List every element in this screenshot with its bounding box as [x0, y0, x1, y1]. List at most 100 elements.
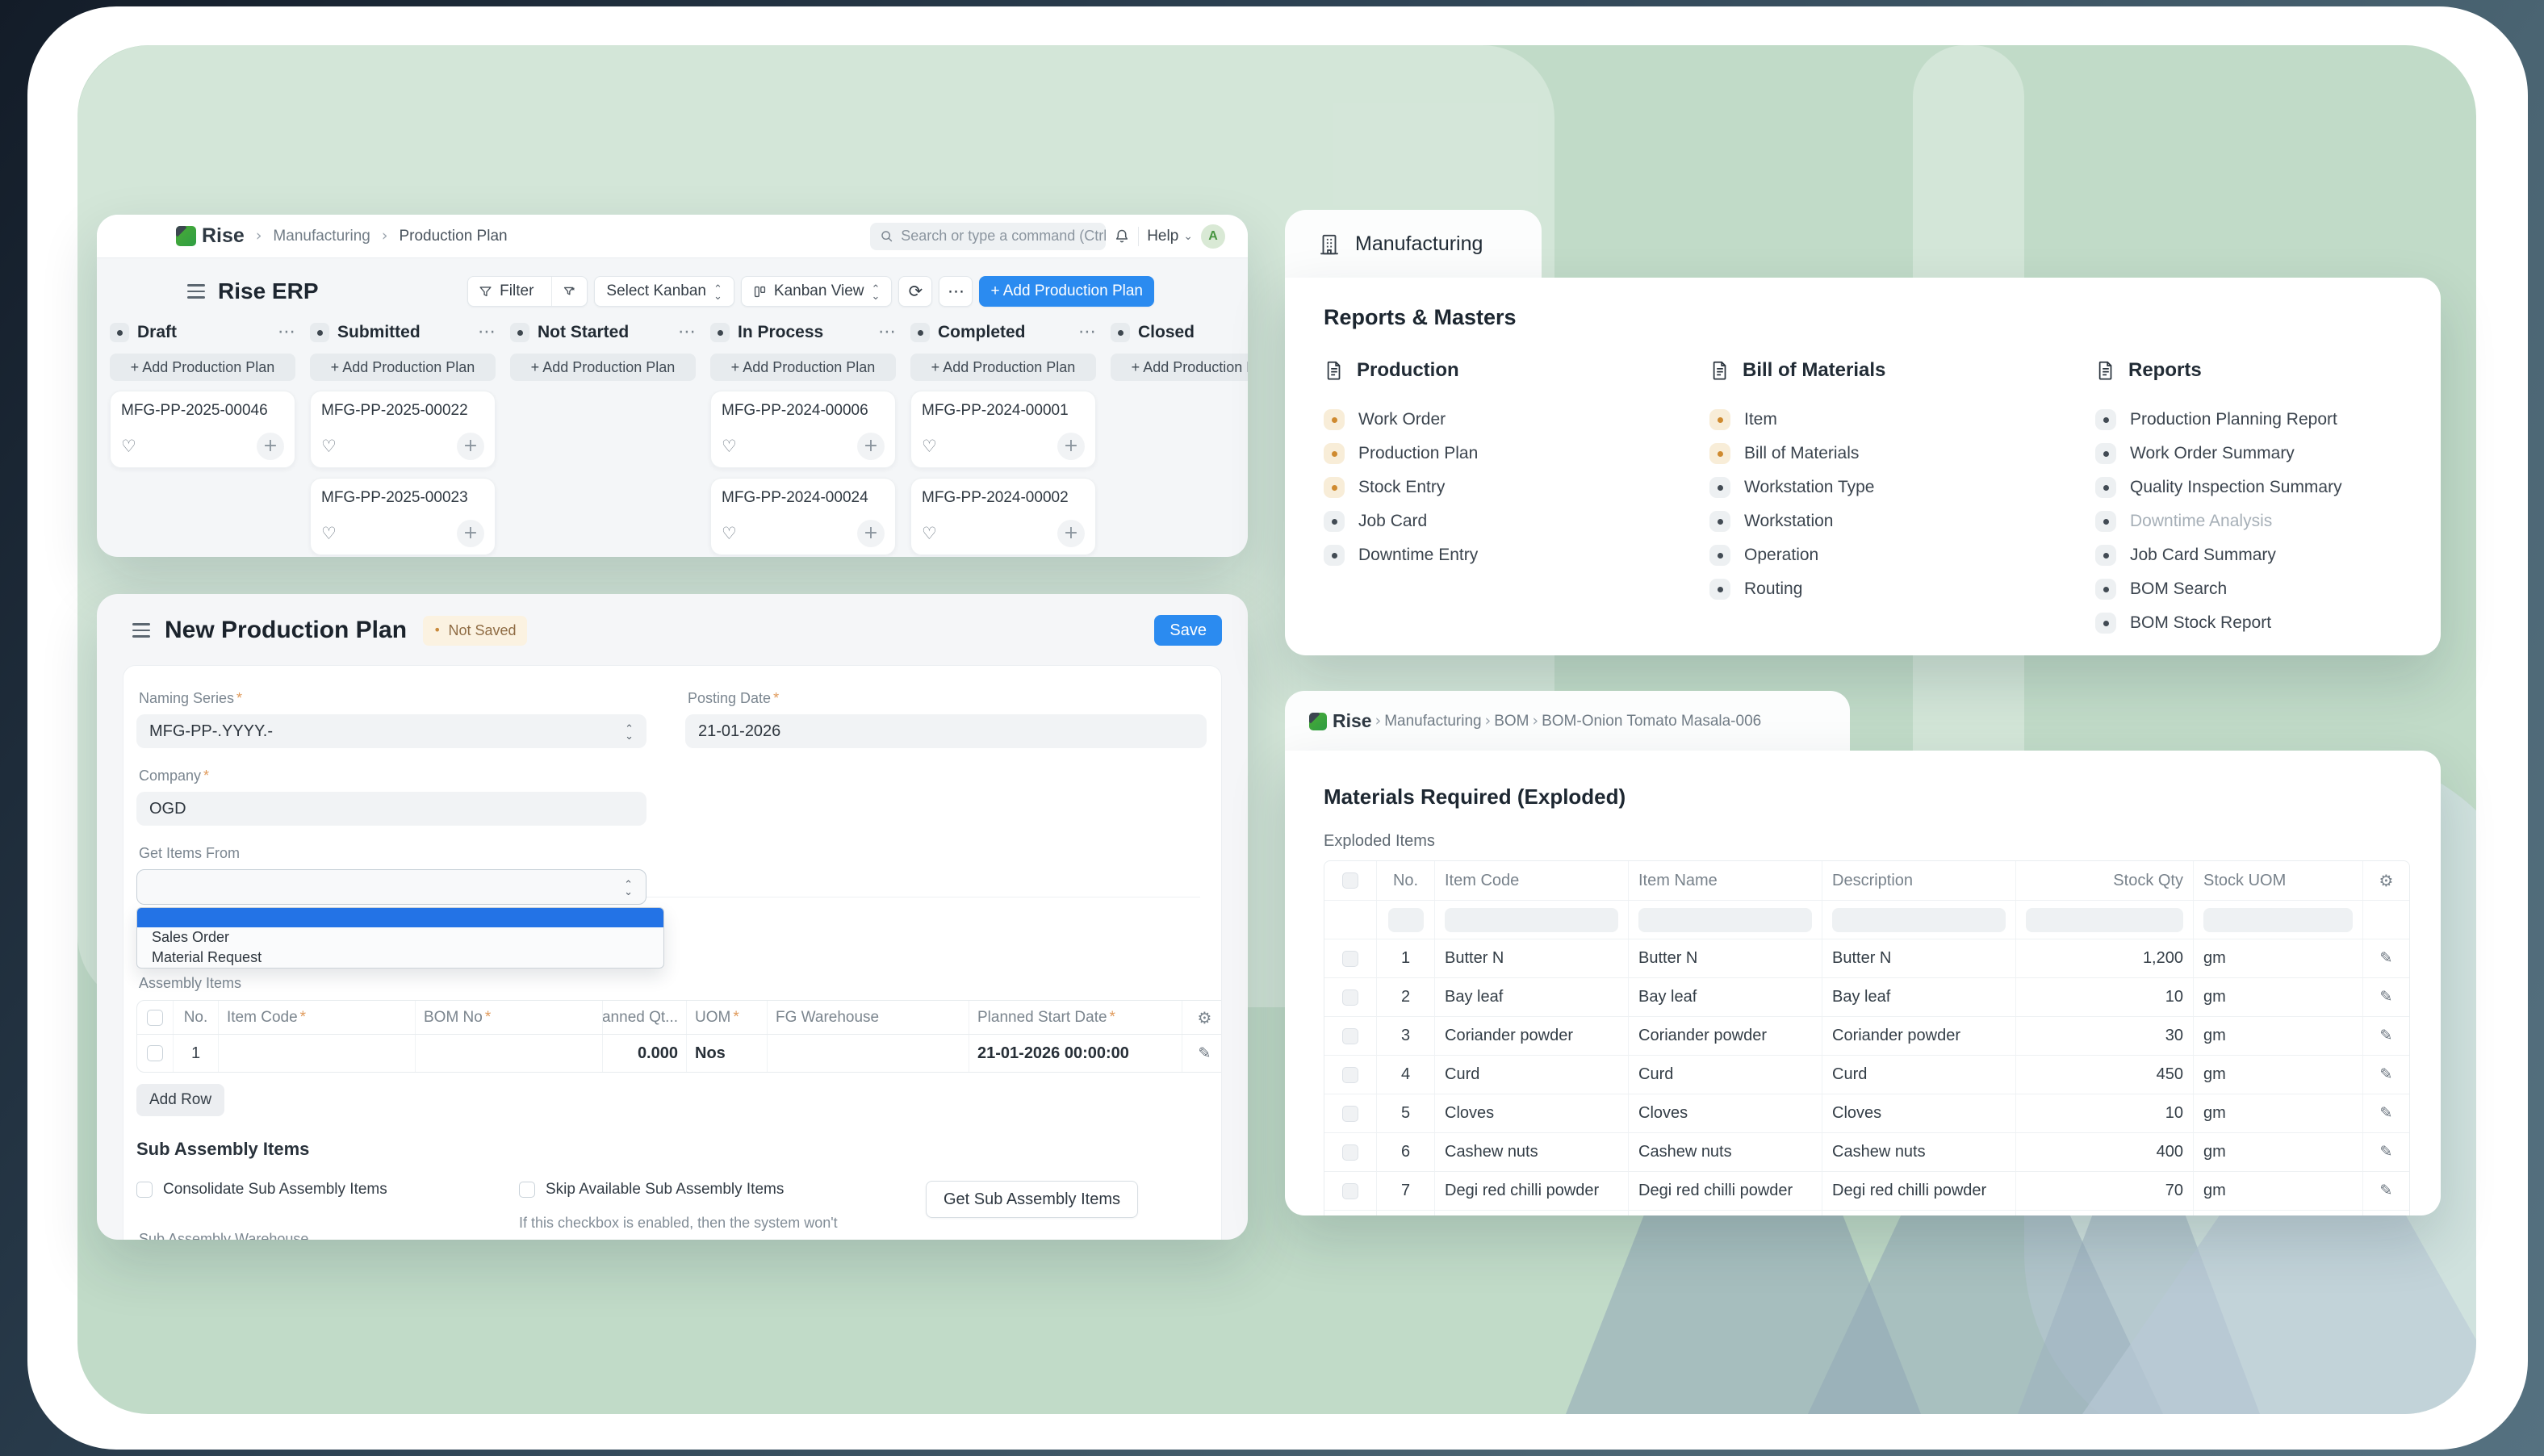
exploded-table-row-partial[interactable]	[1324, 1210, 2409, 1215]
shortcut-item[interactable]: Item	[1709, 403, 2095, 437]
add-row-button[interactable]: Add Row	[136, 1084, 225, 1116]
filter-input[interactable]	[1638, 907, 1812, 932]
exploded-table-row[interactable]: 3 Coriander powder Coriander powder Cori…	[1324, 1016, 2409, 1055]
add-card-button[interactable]: + Add Production Plan	[510, 354, 696, 381]
table-settings-gear-icon[interactable]: ⚙	[2362, 861, 2409, 900]
rise-logo[interactable]: Rise	[176, 224, 245, 248]
edit-row-pencil-icon[interactable]: ✎	[2362, 1017, 2409, 1055]
column-menu-icon[interactable]: ⋯	[678, 322, 696, 342]
fg-warehouse-cell[interactable]	[767, 1035, 969, 1072]
edit-row-pencil-icon[interactable]: ✎	[2362, 1094, 2409, 1132]
kanban-view-dropdown[interactable]: Kanban View ⌃ ⌄	[740, 276, 893, 307]
row-checkbox[interactable]	[1342, 1027, 1358, 1044]
bom-no-cell[interactable]	[415, 1035, 602, 1072]
column-menu-icon[interactable]: ⋯	[1078, 322, 1096, 342]
row-checkbox[interactable]	[147, 1045, 163, 1061]
shortcut-work-order-summary[interactable]: Work Order Summary	[2095, 437, 2481, 471]
menu-icon[interactable]	[132, 623, 150, 638]
save-button[interactable]: Save	[1154, 615, 1222, 646]
shortcut-bom-stock-report[interactable]: BOM Stock Report	[2095, 606, 2481, 640]
row-checkbox[interactable]	[1342, 1182, 1358, 1199]
shortcut-job-card[interactable]: Job Card	[1324, 504, 1709, 538]
posting-date-field[interactable]: 21-01-2026	[685, 714, 1207, 748]
assign-plus-icon[interactable]: +	[1057, 520, 1085, 547]
add-production-plan-button[interactable]: + Add Production Plan	[979, 276, 1154, 307]
assembly-table-row[interactable]: 1 0.000 Nos 21-01-2026 00:00:00 ✎	[137, 1035, 1221, 1072]
kanban-card[interactable]: MFG-PP-2025-00046 ♡ +	[110, 391, 295, 468]
kanban-card[interactable]: MFG-PP-2024-00002 ♡ +	[910, 478, 1096, 555]
dropdown-option-sales-order[interactable]: Sales Order	[152, 929, 230, 945]
row-checkbox[interactable]	[1342, 1105, 1358, 1122]
filter-input[interactable]	[1832, 907, 2006, 932]
shortcut-quality-inspection-summary[interactable]: Quality Inspection Summary	[2095, 471, 2481, 504]
select-kanban-dropdown[interactable]: Select Kanban ⌃ ⌄	[594, 276, 734, 307]
assign-plus-icon[interactable]: +	[457, 433, 484, 460]
filter-input[interactable]	[2026, 907, 2183, 932]
get-sub-assembly-items-button[interactable]: Get Sub Assembly Items	[926, 1181, 1138, 1218]
uom-cell[interactable]: Nos	[686, 1035, 767, 1072]
like-icon[interactable]: ♡	[922, 523, 937, 543]
table-settings-gear-icon[interactable]: ⚙	[1182, 1001, 1221, 1034]
manufacturing-tab[interactable]: Manufacturing	[1285, 210, 1542, 278]
shortcut-workstation[interactable]: Workstation	[1709, 504, 2095, 538]
add-card-button[interactable]: + Add Production Plan	[310, 354, 496, 381]
help-menu[interactable]: Help ⌄	[1147, 227, 1193, 245]
assign-plus-icon[interactable]: +	[857, 520, 885, 547]
exploded-table-row[interactable]: 1 Butter N Butter N Butter N 1,200 gm ✎	[1324, 939, 2409, 977]
edit-row-pencil-icon[interactable]: ✎	[2362, 1133, 2409, 1171]
exploded-table-row[interactable]: 5 Cloves Cloves Cloves 10 gm ✎	[1324, 1094, 2409, 1132]
select-all-checkbox[interactable]	[147, 1009, 163, 1026]
edit-row-pencil-icon[interactable]: ✎	[2362, 939, 2409, 977]
row-checkbox[interactable]	[1342, 1066, 1358, 1083]
like-icon[interactable]: ♡	[722, 523, 737, 543]
shortcut-bill-of-materials[interactable]: Bill of Materials	[1709, 437, 2095, 471]
select-all-checkbox[interactable]	[1342, 872, 1358, 889]
dropdown-option-blank-selected[interactable]	[137, 908, 663, 927]
like-icon[interactable]: ♡	[321, 523, 337, 543]
item-code-cell[interactable]	[218, 1035, 415, 1072]
shortcut-downtime-entry[interactable]: Downtime Entry	[1324, 538, 1709, 572]
company-field[interactable]: OGD	[136, 792, 646, 826]
exploded-table-row[interactable]: 4 Curd Curd Curd 450 gm ✎	[1324, 1055, 2409, 1094]
get-items-from-select[interactable]: ⌃ ⌄	[136, 869, 646, 905]
shortcut-operation[interactable]: Operation	[1709, 538, 2095, 572]
exploded-table-row[interactable]: 7 Degi red chilli powder Degi red chilli…	[1324, 1171, 2409, 1210]
user-avatar[interactable]: A	[1201, 224, 1225, 249]
global-search-input[interactable]: Search or type a command (Ctrl + G)	[870, 222, 1107, 250]
shortcut-work-order[interactable]: Work Order	[1324, 403, 1709, 437]
filter-input[interactable]	[2203, 907, 2353, 932]
skip-available-checkbox[interactable]	[519, 1182, 535, 1198]
add-card-button[interactable]: + Add Production Plan	[1111, 354, 1248, 381]
like-icon[interactable]: ♡	[121, 436, 136, 456]
planned-start-date-cell[interactable]: 21-01-2026 00:00:00	[969, 1035, 1182, 1072]
consolidate-checkbox[interactable]	[136, 1182, 153, 1198]
row-checkbox[interactable]	[1342, 1144, 1358, 1161]
naming-series-select[interactable]: MFG-PP-.YYYY.- ⌃ ⌄	[136, 714, 646, 748]
column-menu-icon[interactable]: ⋯	[278, 322, 295, 342]
breadcrumb-production-plan[interactable]: Production Plan	[399, 227, 508, 245]
filter-input[interactable]	[1445, 907, 1618, 932]
assign-plus-icon[interactable]: +	[1057, 433, 1085, 460]
edit-row-pencil-icon[interactable]: ✎	[2362, 978, 2409, 1016]
refresh-button[interactable]: ⟳	[898, 276, 933, 307]
kanban-card[interactable]: MFG-PP-2025-00023 ♡ +	[310, 478, 496, 555]
column-menu-icon[interactable]: ⋯	[478, 322, 496, 342]
shortcut-routing[interactable]: Routing	[1709, 572, 2095, 606]
notification-bell-icon[interactable]	[1114, 228, 1130, 245]
kanban-card[interactable]: MFG-PP-2024-00006 ♡ +	[710, 391, 896, 468]
filter-input[interactable]	[1387, 907, 1424, 932]
breadcrumb-manufacturing[interactable]: Manufacturing	[273, 227, 370, 245]
row-checkbox[interactable]	[1342, 989, 1358, 1006]
shortcut-production-planning-report[interactable]: Production Planning Report	[2095, 403, 2481, 437]
shortcut-downtime-analysis[interactable]: Downtime Analysis	[2095, 504, 2481, 538]
breadcrumb-manufacturing[interactable]: Manufacturing	[1384, 712, 1482, 730]
add-card-button[interactable]: + Add Production Plan	[710, 354, 896, 381]
shortcut-production-plan[interactable]: Production Plan	[1324, 437, 1709, 471]
edit-row-pencil-icon[interactable]: ✎	[2362, 1056, 2409, 1094]
add-card-button[interactable]: + Add Production Plan	[910, 354, 1096, 381]
row-checkbox[interactable]	[1342, 950, 1358, 967]
shortcut-workstation-type[interactable]: Workstation Type	[1709, 471, 2095, 504]
clear-filter-button[interactable]	[551, 277, 587, 306]
exploded-table-row[interactable]: 6 Cashew nuts Cashew nuts Cashew nuts 40…	[1324, 1132, 2409, 1171]
breadcrumb-bom[interactable]: BOM	[1494, 712, 1529, 730]
